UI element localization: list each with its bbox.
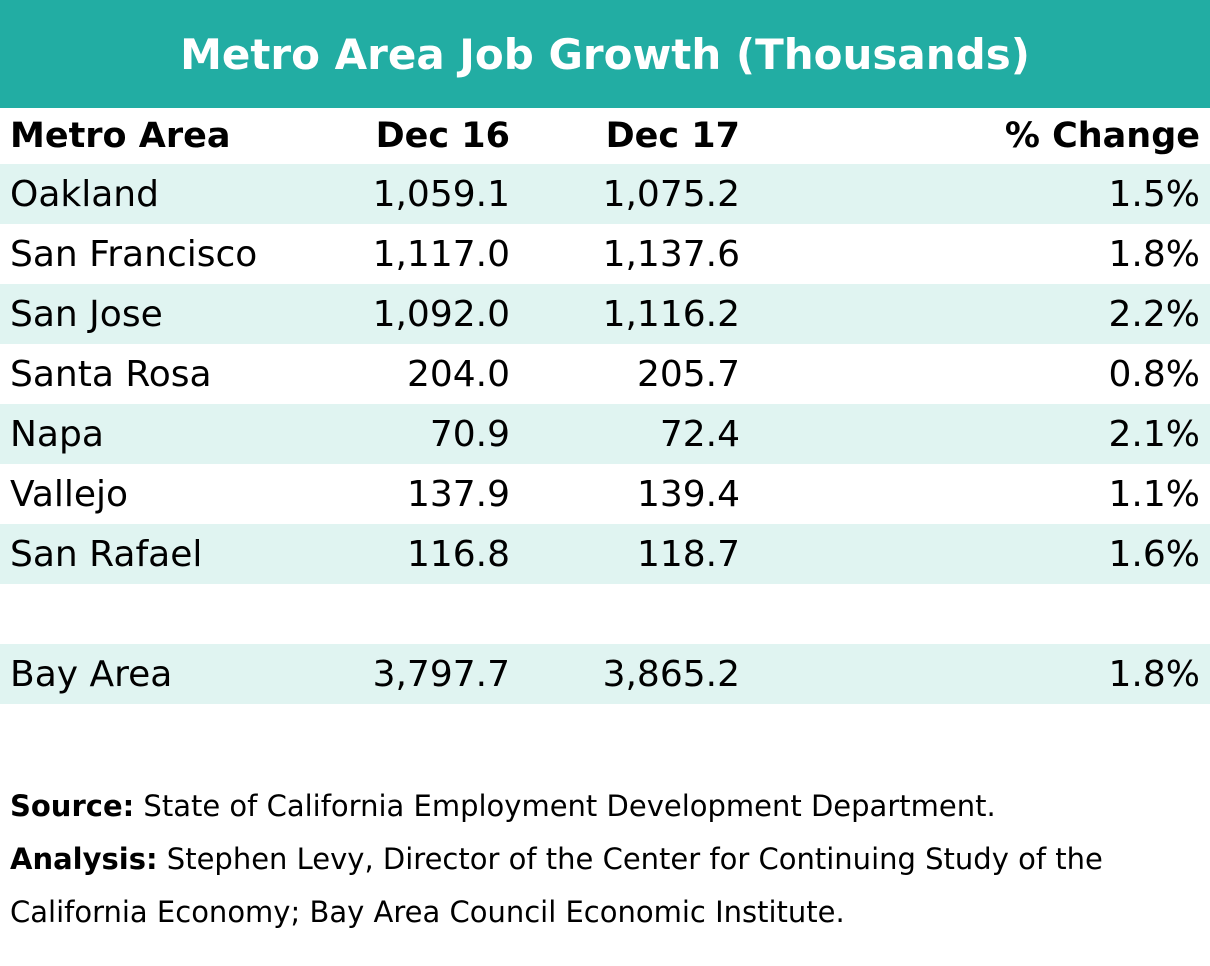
- table-row: San Jose 1,092.0 1,116.2 2.2%: [0, 284, 1210, 344]
- row-spacer: [0, 584, 1210, 644]
- cell-metro-area: Napa: [10, 413, 104, 455]
- cell-dec-17: 118.7: [636, 533, 740, 575]
- table-row: San Francisco 1,117.0 1,137.6 1.8%: [0, 224, 1210, 284]
- cell-metro-area: Santa Rosa: [10, 353, 212, 395]
- cell-dec-17: 72.4: [659, 413, 740, 455]
- table-row: Napa 70.9 72.4 2.1%: [0, 404, 1210, 464]
- column-header-dec-17: Dec 17: [605, 116, 740, 156]
- cell-pct-change: 2.1%: [1108, 413, 1200, 455]
- table-row: Oakland 1,059.1 1,075.2 1.5%: [0, 164, 1210, 224]
- total-name: Bay Area: [10, 653, 173, 695]
- total-row: Bay Area 3,797.7 3,865.2 1.8%: [0, 644, 1210, 704]
- analysis-text: Stephen Levy, Director of the Center for…: [10, 842, 1103, 929]
- column-header-pct-change: % Change: [1004, 116, 1200, 156]
- cell-dec-16: 137.9: [406, 473, 510, 515]
- table-header-row: Metro Area Dec 16 Dec 17 % Change: [0, 108, 1210, 164]
- analysis-note: Analysis: Stephen Levy, Director of the …: [10, 833, 1205, 939]
- cell-pct-change: 0.8%: [1108, 353, 1200, 395]
- cell-pct-change: 1.8%: [1108, 233, 1200, 275]
- cell-dec-16: 116.8: [406, 533, 510, 575]
- cell-metro-area: San Rafael: [10, 533, 203, 575]
- total-dec17: 3,865.2: [602, 653, 740, 695]
- cell-pct-change: 2.2%: [1108, 293, 1200, 335]
- cell-dec-17: 139.4: [636, 473, 740, 515]
- cell-pct-change: 1.6%: [1108, 533, 1200, 575]
- table-row: Santa Rosa 204.0 205.7 0.8%: [0, 344, 1210, 404]
- cell-dec-17: 1,116.2: [602, 293, 740, 335]
- cell-pct-change: 1.1%: [1108, 473, 1200, 515]
- cell-dec-17: 1,137.6: [602, 233, 740, 275]
- cell-dec-16: 1,117.0: [372, 233, 510, 275]
- cell-metro-area: Oakland: [10, 173, 159, 215]
- cell-dec-16: 1,059.1: [372, 173, 510, 215]
- total-dec16: 3,797.7: [372, 653, 510, 695]
- cell-dec-16: 70.9: [429, 413, 510, 455]
- job-growth-table: Metro Area Dec 16 Dec 17 % Change Oaklan…: [0, 108, 1210, 704]
- source-label: Source:: [10, 789, 135, 823]
- table-body: Oakland 1,059.1 1,075.2 1.5% San Francisco 1,…: [0, 164, 1210, 584]
- cell-metro-area: Vallejo: [10, 473, 129, 515]
- column-header-metro-area: Metro Area: [10, 116, 231, 156]
- cell-metro-area: San Francisco: [10, 233, 258, 275]
- cell-dec-17: 1,075.2: [602, 173, 740, 215]
- source-note: Source: State of California Employment D…: [10, 780, 1205, 833]
- table-row: San Rafael 116.8 118.7 1.6%: [0, 524, 1210, 584]
- source-text: State of California Employment Developme…: [134, 789, 996, 823]
- column-header-dec-16: Dec 16: [375, 116, 510, 156]
- cell-metro-area: San Jose: [10, 293, 163, 335]
- table-row: Vallejo 137.9 139.4 1.1%: [0, 464, 1210, 524]
- cell-pct-change: 1.5%: [1108, 173, 1200, 215]
- cell-dec-17: 205.7: [636, 353, 740, 395]
- analysis-label: Analysis:: [10, 842, 158, 876]
- cell-dec-16: 204.0: [406, 353, 510, 395]
- footnotes: Source: State of California Employment D…: [10, 780, 1205, 939]
- cell-dec-16: 1,092.0: [372, 293, 510, 335]
- total-pct-change: 1.8%: [1108, 653, 1200, 695]
- table-title: Metro Area Job Growth (Thousands): [0, 0, 1210, 108]
